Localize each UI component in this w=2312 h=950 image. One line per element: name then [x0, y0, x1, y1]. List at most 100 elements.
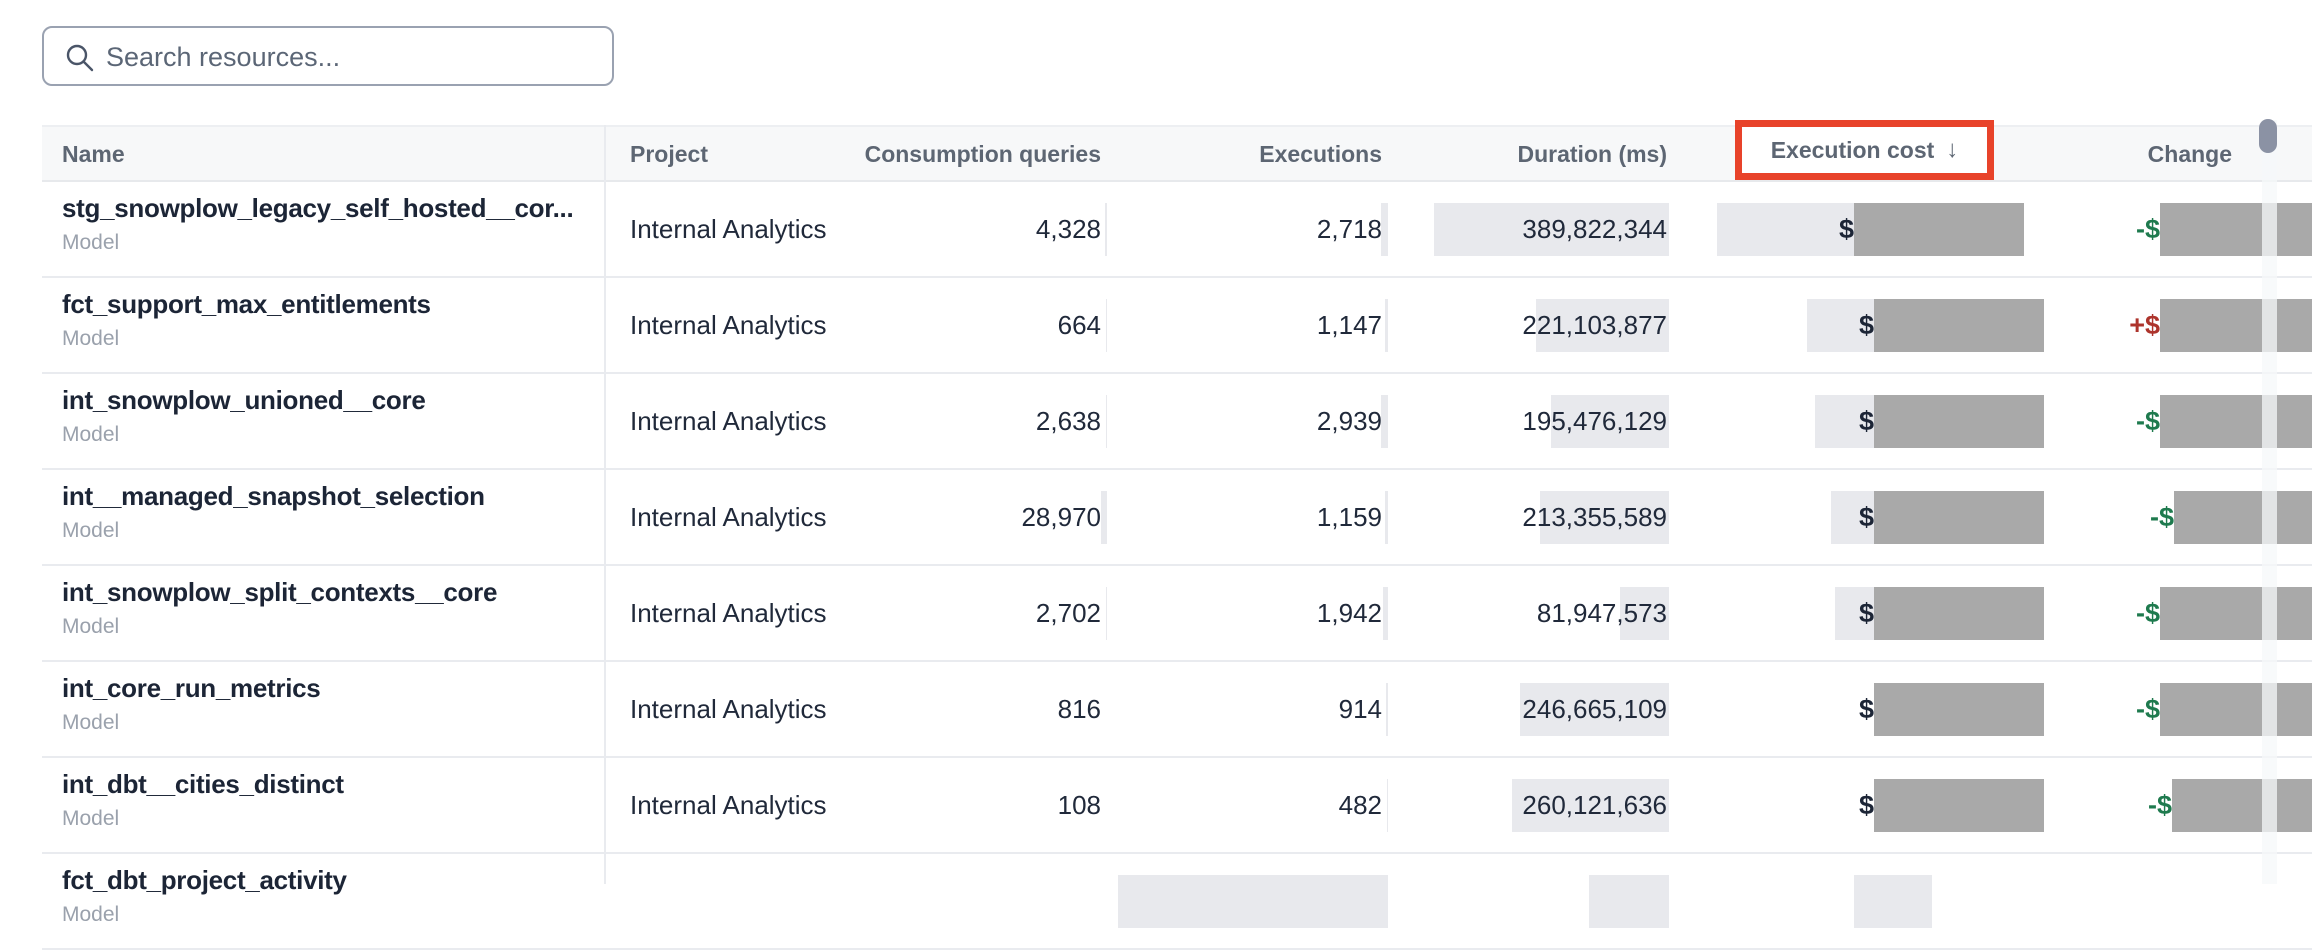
execution-cost-redaction — [1874, 395, 2044, 448]
sort-descending-icon: ↓ — [1946, 136, 1959, 163]
executions-value: 2,939 — [1316, 406, 1382, 436]
consumption-queries-value: 2,702 — [1035, 598, 1101, 628]
table-row[interactable]: fct_support_max_entitlements Model Interna… — [42, 278, 2312, 374]
execution-cost-redaction — [1854, 203, 2024, 256]
table-row[interactable]: int_snowplow_unioned__core Model Internal … — [42, 374, 2312, 470]
change-value-redaction — [2160, 683, 2312, 736]
execution-cost-redaction — [1874, 491, 2044, 544]
table-row[interactable]: int_dbt__cities_distinct Model Internal An… — [42, 758, 2312, 854]
executions-value-bar — [1385, 299, 1388, 352]
project-cell: Internal Analytics — [630, 406, 827, 436]
resource-type-label: Model — [62, 807, 120, 830]
name-column-divider — [604, 125, 606, 884]
column-header-duration[interactable]: Duration (ms) — [1517, 141, 1668, 167]
execution-cost-value-bar — [1815, 395, 1874, 448]
resources-table: Name Project Consumption queries Executi… — [42, 125, 2312, 950]
resource-name-cell: stg_snowplow_legacy_self_hosted__cor... M… — [62, 193, 607, 255]
duration-value-bar — [1536, 299, 1669, 352]
executions-value: 1,159 — [1316, 502, 1382, 532]
resource-type-label: Model — [62, 231, 120, 254]
executions-value: 2,718 — [1316, 214, 1382, 244]
change-sign: -$ — [2135, 694, 2160, 724]
execution-cost-currency-symbol: $ — [1858, 502, 1874, 532]
consumption-queries-value: 4,328 — [1035, 214, 1101, 244]
resource-name-link[interactable]: fct_dbt_project_activity — [62, 865, 347, 895]
resource-type-label: Model — [62, 327, 120, 350]
execution-cost-redaction — [1874, 299, 2044, 352]
project-cell: Internal Analytics — [630, 214, 827, 244]
table-row[interactable]: int_snowplow_split_contexts__core Model In… — [42, 566, 2312, 662]
resource-name-cell: int_snowplow_unioned__core Model — [62, 385, 607, 447]
executions-value-bar — [1386, 683, 1388, 736]
executions-value: 1,942 — [1316, 598, 1382, 628]
consumption-value-bar — [1106, 395, 1107, 448]
duration-value: 221,103,877 — [1522, 310, 1667, 340]
table-row[interactable]: fct_dbt_project_activity Model — [42, 854, 2312, 950]
column-header-execution-cost[interactable]: Execution cost — [1770, 136, 1935, 163]
change-sign: -$ — [2135, 598, 2160, 628]
consumption-value-bar — [1105, 203, 1107, 256]
column-header-change[interactable]: Change — [2147, 141, 2232, 167]
column-header-project[interactable]: Project — [630, 141, 708, 167]
execution-cost-currency-symbol: $ — [1858, 406, 1874, 436]
project-cell: Internal Analytics — [630, 694, 827, 724]
resource-name-link[interactable]: int_dbt__cities_distinct — [62, 769, 344, 799]
resource-name-link[interactable]: int__managed_snapshot_selection — [62, 481, 485, 511]
executions-value-bar — [1385, 491, 1388, 544]
search-box[interactable] — [42, 26, 614, 86]
resource-type-label: Model — [62, 519, 120, 542]
executions-value-bar — [1387, 779, 1388, 832]
change-sign: -$ — [2149, 502, 2174, 532]
search-icon — [66, 44, 94, 72]
scrollbar-thumb[interactable] — [2259, 119, 2277, 153]
duration-value-bar — [1620, 587, 1669, 640]
executions-value: 1,147 — [1316, 310, 1382, 340]
resource-name-link[interactable]: fct_support_max_entitlements — [62, 289, 431, 319]
resource-name-link[interactable]: stg_snowplow_legacy_self_hosted__cor... — [62, 193, 574, 223]
executions-value: 914 — [1338, 694, 1382, 724]
annotation-highlight-box: Execution cost ↓ — [1735, 120, 1994, 180]
duration-value: 389,822,344 — [1522, 214, 1667, 244]
change-value-redaction — [2160, 203, 2312, 256]
table-row[interactable]: stg_snowplow_legacy_self_hosted__cor... M… — [42, 182, 2312, 278]
column-header-consumption-queries[interactable]: Consumption queries — [864, 141, 1101, 167]
scrollbar-track[interactable] — [2262, 120, 2277, 884]
resource-name-cell: int__managed_snapshot_selection Model — [62, 481, 607, 543]
execution-cost-redaction — [1874, 683, 2044, 736]
table-row[interactable]: int_core_run_metrics Model Internal Analyt… — [42, 662, 2312, 758]
table-row[interactable]: int__managed_snapshot_selection Model Inte… — [42, 470, 2312, 566]
resource-name-cell: int_core_run_metrics Model — [62, 673, 607, 735]
consumption-queries-value: 2,638 — [1035, 406, 1101, 436]
change-sign: -$ — [2135, 406, 2160, 436]
resource-name-link[interactable]: int_snowplow_unioned__core — [62, 385, 426, 415]
duration-value-bar — [1520, 683, 1669, 736]
project-cell: Internal Analytics — [630, 310, 827, 340]
change-sign: +$ — [2129, 310, 2160, 340]
project-cell: Internal Analytics — [630, 598, 827, 628]
resource-type-label: Model — [62, 711, 120, 734]
change-value-redaction — [2160, 587, 2312, 640]
resource-name-link[interactable]: int_core_run_metrics — [62, 673, 321, 703]
search-input[interactable] — [104, 28, 598, 86]
change-sign: -$ — [2147, 790, 2172, 820]
duration-value: 213,355,589 — [1522, 502, 1667, 532]
execution-cost-redaction — [1874, 587, 2044, 640]
execution-cost-currency-symbol: $ — [1858, 598, 1874, 628]
execution-cost-currency-symbol: $ — [1858, 790, 1874, 820]
column-header-name[interactable]: Name — [62, 141, 125, 167]
resource-name-cell: int_snowplow_split_contexts__core Model — [62, 577, 607, 639]
resource-name-link[interactable]: int_snowplow_split_contexts__core — [62, 577, 498, 607]
resource-type-label: Model — [62, 615, 120, 638]
consumption-queries-value: 28,970 — [1021, 502, 1101, 532]
duration-value: 246,665,109 — [1522, 694, 1667, 724]
consumption-value-bar — [1106, 299, 1107, 352]
execution-cost-value-bar — [1854, 875, 1932, 928]
duration-value-bar — [1589, 875, 1669, 928]
consumption-value-bar — [1106, 587, 1107, 640]
column-header-executions[interactable]: Executions — [1259, 141, 1382, 167]
execution-cost-value-bar — [1717, 203, 1854, 256]
executions-value-bar — [1381, 203, 1388, 256]
execution-cost-currency-symbol: $ — [1838, 214, 1854, 244]
consumption-queries-value: 816 — [1057, 694, 1101, 724]
consumption-value-bar — [1101, 491, 1107, 544]
